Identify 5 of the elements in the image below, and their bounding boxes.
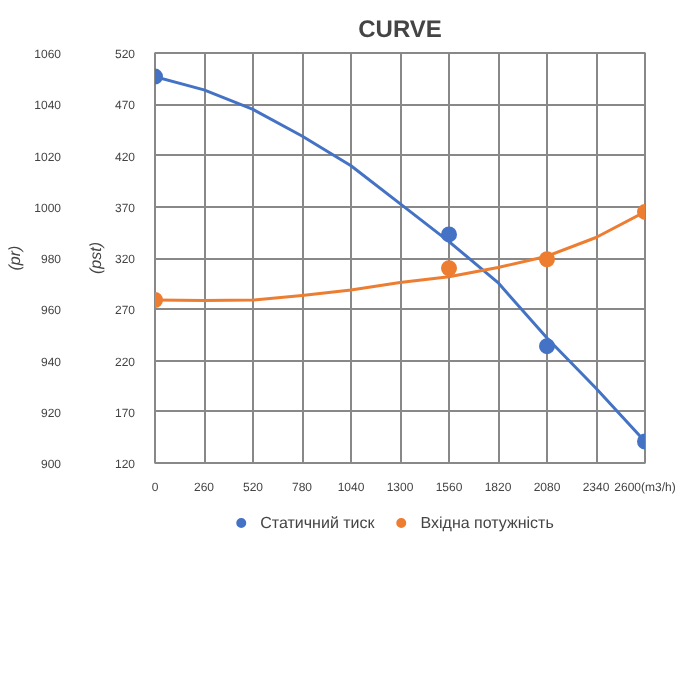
legend-label: Вхідна потужність bbox=[420, 513, 554, 531]
y2-axis-title: (pr) bbox=[6, 244, 25, 271]
legend-label: Статичний тиск bbox=[260, 513, 375, 531]
chart-title: CURVE bbox=[358, 15, 442, 43]
y-axis-title: (pst) bbox=[86, 241, 105, 274]
